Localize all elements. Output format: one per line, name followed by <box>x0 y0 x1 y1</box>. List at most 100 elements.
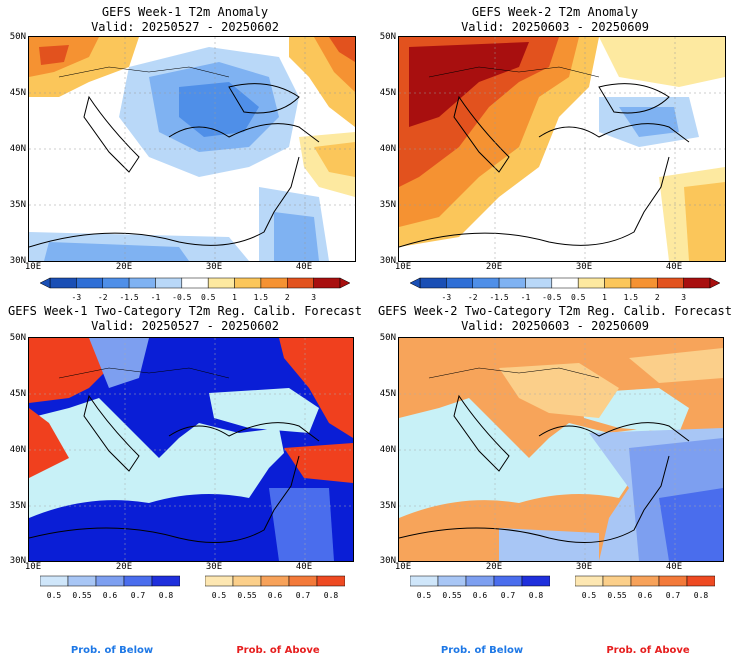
lon-tick: 20E <box>115 562 133 572</box>
colorbar-tick-label: 0.55 <box>442 591 462 600</box>
colorbar-swatch <box>683 277 711 289</box>
prob-below-colorbar: 0.5 0.55 0.6 0.7 0.8 <box>39 572 181 600</box>
colorbar-swatch <box>686 575 716 587</box>
lat-tick: 40N <box>379 445 396 455</box>
colorbar-swatch <box>472 277 500 289</box>
colorbar-tick-label: 0.5 <box>416 591 432 600</box>
lat-tick: 45N <box>9 389 26 399</box>
lon-tick: 20E <box>115 262 133 272</box>
colorbar-arrow-right <box>709 277 721 289</box>
colorbar-swatch <box>128 277 156 289</box>
colorbar-swatch <box>446 277 473 289</box>
colorbar-swatch <box>95 575 125 587</box>
colorbar-arrow-left <box>39 277 51 289</box>
lon-tick: 30E <box>575 562 593 572</box>
lat-tick: 30N <box>9 556 26 566</box>
colorbar-tick-label: 0.8 <box>528 591 544 600</box>
lon-tick: 30E <box>205 562 223 572</box>
lon-tick: 40E <box>295 562 313 572</box>
panel-week1-prob: GEFS Week-1 Two-Category T2m Reg. Calib.… <box>0 300 370 600</box>
colorbar-swatch <box>574 575 604 587</box>
lon-tick: 10E <box>24 262 42 272</box>
colorbar-swatch <box>67 575 97 587</box>
colorbar-swatch <box>234 277 262 289</box>
colorbar-tick-label: 0.5 <box>46 591 62 600</box>
panel-valid-dates: Valid: 20250527 - 20250602 <box>91 319 279 333</box>
colorbar-tick-label: 3 <box>311 293 317 302</box>
lat-tick: 45N <box>9 88 26 98</box>
colorbar-tick-label: -2 <box>467 293 478 302</box>
lat-tick: 45N <box>379 389 396 399</box>
anomaly-map <box>398 36 726 262</box>
colorbar-arrow-left <box>409 277 421 289</box>
colorbar-swatch <box>493 575 523 587</box>
lat-tick: 50N <box>379 333 396 343</box>
colorbar-tick-label: 0.8 <box>158 591 174 600</box>
colorbar-tick-label: 0.55 <box>72 591 92 600</box>
anomaly-colorbar-labels: -3 -2 -1.5 -1 -0.5 0.5 1 1.5 2 3 <box>40 293 350 303</box>
colorbar-swatch <box>577 277 605 289</box>
colorbar-swatch <box>630 277 658 289</box>
colorbar-swatch <box>313 277 341 289</box>
colorbar-swatch <box>39 575 69 587</box>
lon-tick: 10E <box>394 562 412 572</box>
lat-tick: 50N <box>379 32 396 42</box>
colorbar-tick-label: 0.7 <box>665 591 681 600</box>
lat-tick: 35N <box>9 501 26 511</box>
anomaly-colorbar-labels: -3 -2 -1.5 -1 -0.5 0.5 1 1.5 2 3 <box>410 293 720 303</box>
colorbar-tick-label: 0.5 <box>570 293 586 302</box>
colorbar-swatch <box>409 575 439 587</box>
colorbar-swatch <box>630 575 660 587</box>
probability-map <box>398 337 724 562</box>
panel-title: GEFS Week-1 T2m Anomaly <box>101 5 269 19</box>
colorbar-tick-label: 0.5 <box>200 293 216 302</box>
colorbar-tick-label: 0.6 <box>102 591 118 600</box>
lon-tick: 20E <box>485 562 503 572</box>
lon-tick: 30E <box>575 262 593 272</box>
panel-valid-dates: Valid: 20250603 - 20250609 <box>461 20 649 34</box>
colorbar-tick-label: -1 <box>520 293 531 302</box>
colorbar-swatch <box>602 575 632 587</box>
colorbar-swatch <box>287 277 314 289</box>
lat-tick: 40N <box>9 445 26 455</box>
colorbar-swatch <box>521 575 551 587</box>
lat-tick: 30N <box>379 256 396 266</box>
lon-tick: 40E <box>665 562 683 572</box>
lat-tick: 35N <box>379 200 396 210</box>
lat-tick: 50N <box>9 32 26 42</box>
colorbar-tick-label: 0.55 <box>237 591 257 600</box>
lon-tick: 40E <box>295 262 313 272</box>
lat-tick: 40N <box>9 144 26 154</box>
colorbar-swatch <box>604 277 632 289</box>
lat-tick: 35N <box>379 501 396 511</box>
colorbar-swatch <box>102 277 130 289</box>
panel-week1-anomaly: GEFS Week-1 T2m Anomaly Valid: 20250527 … <box>0 0 370 303</box>
colorbar-swatch <box>437 575 467 587</box>
colorbar-arrow-right <box>339 277 351 289</box>
anomaly-map <box>28 36 356 262</box>
colorbar-tick-label: 0.6 <box>267 591 283 600</box>
lon-tick: 10E <box>394 262 412 272</box>
lat-tick: 45N <box>379 88 396 98</box>
panel-title: GEFS Week-2 Two-Category T2m Reg. Calib.… <box>377 304 732 318</box>
colorbar-swatch <box>151 575 181 587</box>
colorbar-tick-label: -1.5 <box>119 293 139 302</box>
lat-tick: 30N <box>379 556 396 566</box>
colorbar-tick-label: 0.7 <box>295 591 311 600</box>
lat-tick: 40N <box>379 144 396 154</box>
colorbar-tick-label: -3 <box>71 293 82 302</box>
lon-tick: 40E <box>665 262 683 272</box>
prob-of-above-label: Prob. of Above <box>236 645 320 656</box>
lat-tick: 30N <box>9 256 26 266</box>
colorbar-swatch <box>658 575 688 587</box>
prob-above-colorbar: 0.5 0.55 0.6 0.7 0.8 <box>574 572 716 600</box>
lat-tick: 35N <box>9 200 26 210</box>
lon-tick: 30E <box>205 262 223 272</box>
prob-below-colorbar: 0.5 0.55 0.6 0.7 0.8 <box>409 572 551 600</box>
colorbar-tick-label: 0.6 <box>637 591 653 600</box>
anomaly-colorbar: -3 -2 -1.5 -1 -0.5 0.5 1 1.5 2 3 <box>409 274 721 302</box>
colorbar-tick-label: 0.8 <box>323 591 339 600</box>
colorbar-tick-label: 1.5 <box>623 293 639 302</box>
panel-week2-anomaly: GEFS Week-2 T2m Anomaly Valid: 20250603 … <box>370 0 740 302</box>
prob-of-below-label: Prob. of Below <box>70 645 154 656</box>
